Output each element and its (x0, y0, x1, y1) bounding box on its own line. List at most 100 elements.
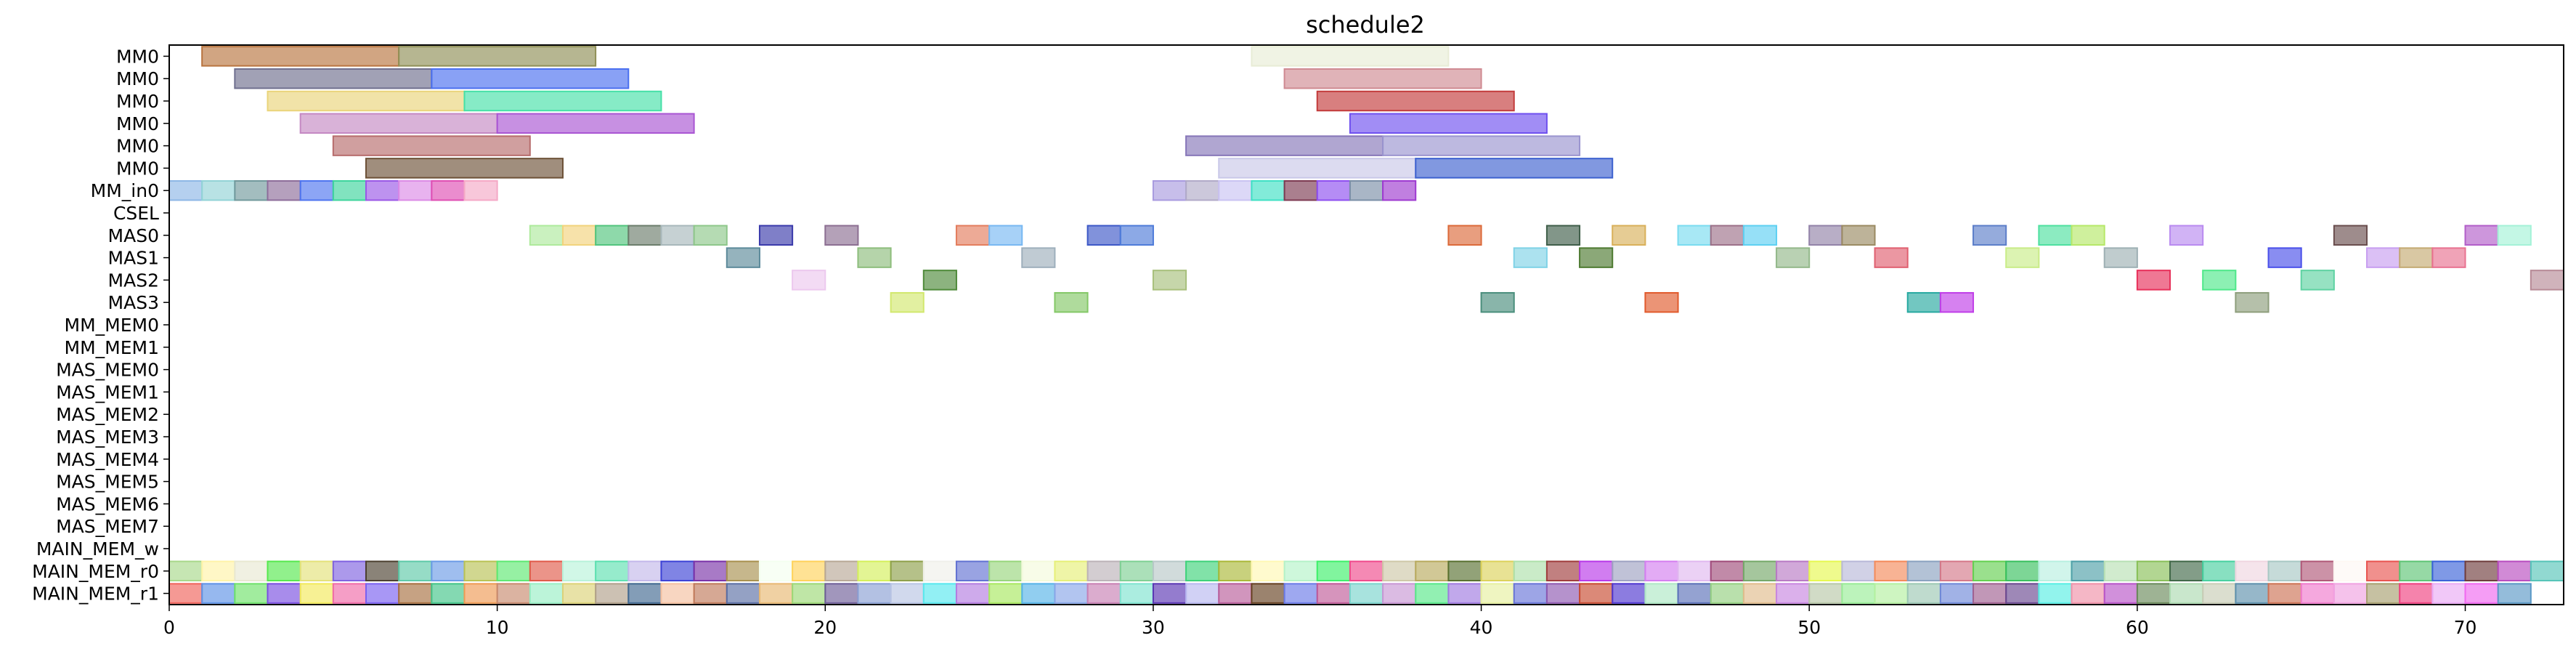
memory-access-bar (168, 560, 203, 582)
task-bar (463, 179, 498, 201)
task-bar (2005, 247, 2040, 268)
y-tick-label: MAS_MEM4 (56, 449, 159, 470)
task-bar (2300, 270, 2335, 291)
memory-access-bar (1906, 583, 1941, 604)
x-tick-label: 70 (2454, 617, 2477, 638)
task-bar (595, 225, 630, 246)
y-tick-label: MAS_MEM5 (56, 472, 159, 493)
x-tick-label: 60 (2126, 617, 2149, 638)
task-bar (1874, 247, 1909, 268)
y-tick-label: MM_in0 (91, 180, 159, 201)
task-bar (2530, 270, 2565, 291)
memory-access-bar (2431, 560, 2466, 582)
task-bar (1086, 225, 1121, 246)
memory-access-bar (1972, 560, 2007, 582)
task-bar (168, 179, 203, 201)
task-bar (267, 179, 301, 201)
memory-access-bar (1972, 583, 2007, 604)
memory-access-bar (2333, 583, 2368, 604)
y-tick-label: MM0 (116, 158, 159, 179)
y-tick-label: MAIN_MEM_r1 (32, 584, 159, 605)
task-bar (2431, 247, 2466, 268)
plot-frame (168, 44, 2564, 605)
memory-access-bar (267, 583, 301, 604)
memory-access-bar (2071, 583, 2105, 604)
x-tick-label: 30 (1142, 617, 1165, 638)
memory-access-bar (529, 583, 564, 604)
chart-marks (168, 46, 2565, 604)
y-tick-label: MAS1 (108, 248, 159, 269)
y-tick-label: MM0 (116, 46, 159, 67)
y-tick-label: MM0 (116, 91, 159, 112)
memory-access-bar (2267, 583, 2302, 604)
task-bar (1185, 179, 1220, 201)
task-bar (1316, 90, 1515, 112)
memory-access-bar (496, 560, 531, 582)
task-bar (1677, 225, 1712, 246)
memory-access-bar (1480, 583, 1515, 604)
memory-access-bar (168, 583, 203, 604)
task-bar (398, 46, 597, 67)
memory-access-bar (1939, 583, 1975, 604)
memory-access-bar (201, 583, 236, 604)
memory-access-bar (2267, 560, 2302, 582)
y-tick-label: MAS_MEM7 (56, 516, 159, 537)
task-bar (1152, 179, 1187, 201)
memory-access-bar (2464, 560, 2499, 582)
task-bar (1447, 225, 1482, 246)
memory-access-bar (2169, 560, 2204, 582)
task-bar (299, 113, 498, 134)
memory-access-bar (595, 583, 630, 604)
x-tick-label: 40 (1470, 617, 1493, 638)
memory-access-bar (1742, 560, 1778, 582)
y-tick-label: MAS0 (108, 225, 159, 246)
task-bar (1841, 225, 1876, 246)
task-bar (2497, 225, 2532, 246)
y-tick-label: MAS2 (108, 270, 159, 291)
y-tick-label: MAS3 (108, 292, 159, 313)
task-bar (824, 225, 859, 246)
task-bar (627, 225, 662, 246)
memory-access-bar (2497, 560, 2532, 582)
task-bar (1185, 135, 1384, 156)
memory-access-bar (1906, 560, 1941, 582)
memory-access-bar (1874, 583, 1909, 604)
task-bar (1152, 270, 1187, 291)
memory-access-bar (2235, 560, 2270, 582)
memory-access-bar (1415, 560, 1450, 582)
task-bar (1349, 113, 1548, 134)
memory-access-bar (1218, 560, 1253, 582)
task-bar (398, 179, 433, 201)
task-bar (234, 179, 269, 201)
task-bar (1513, 247, 1548, 268)
memory-access-bar (627, 560, 662, 582)
x-tick-label: 0 (163, 617, 175, 638)
memory-access-bar (1808, 583, 1843, 604)
memory-access-bar (463, 583, 498, 604)
task-bar (496, 113, 695, 134)
y-tick-label: MAS_MEM0 (56, 360, 159, 381)
y-tick-label: MM0 (116, 113, 159, 134)
memory-access-bar (2235, 583, 2270, 604)
memory-access-bar (1579, 560, 1614, 582)
memory-access-bar (1054, 583, 1089, 604)
task-bar (463, 90, 662, 112)
memory-access-bar (1415, 583, 1450, 604)
memory-access-bar (2038, 583, 2073, 604)
x-tick-label: 20 (813, 617, 837, 638)
task-bar (365, 179, 400, 201)
memory-access-bar (2464, 583, 2499, 604)
memory-access-bar (1677, 560, 1712, 582)
memory-access-bar (1939, 560, 1975, 582)
task-bar (299, 179, 334, 201)
chart-title: schedule2 (1306, 11, 1425, 39)
task-bar (1316, 179, 1351, 201)
memory-access-bar (1545, 560, 1581, 582)
memory-access-bar (299, 583, 334, 604)
memory-access-bar (1349, 583, 1384, 604)
task-bar (1972, 225, 2007, 246)
memory-access-bar (1283, 583, 1318, 604)
task-bar (1382, 179, 1417, 201)
task-bar (2464, 225, 2499, 246)
